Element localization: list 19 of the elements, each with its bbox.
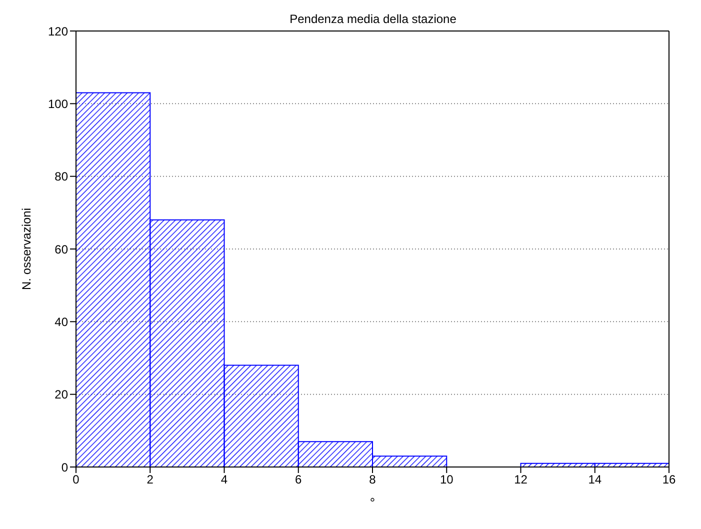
x-tick-label: 12 <box>514 472 528 487</box>
x-tick-label: 0 <box>72 472 80 487</box>
x-tick-label: 6 <box>295 472 302 487</box>
x-axis-title: ° <box>370 495 376 510</box>
y-tick-label: 0 <box>61 460 68 474</box>
x-tick-label: 10 <box>440 472 454 487</box>
chart-title: Pendenza media della stazione <box>288 12 458 26</box>
x-tick-label: 16 <box>662 472 676 487</box>
y-tick-label: 80 <box>54 170 68 184</box>
x-tick-label: 2 <box>146 472 154 487</box>
x-tick-label: 4 <box>220 472 228 487</box>
y-tick-label: 120 <box>48 24 68 38</box>
y-tick-label: 100 <box>48 96 68 111</box>
y-axis-title: N. osservazioni <box>19 208 34 290</box>
x-tick-label: 8 <box>369 472 376 487</box>
y-tick-label: 40 <box>54 314 68 329</box>
x-tick-label: 14 <box>588 472 602 487</box>
y-tick-label: 60 <box>54 242 68 256</box>
y-tick-label: 20 <box>54 388 68 402</box>
